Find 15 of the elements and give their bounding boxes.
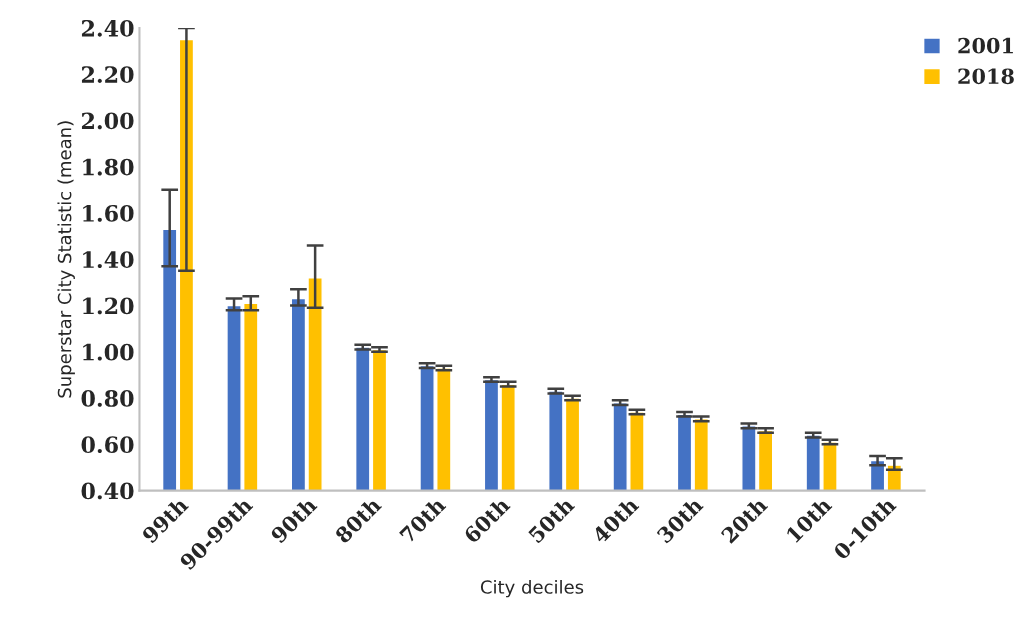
y-tick-label: 0.80 [81, 390, 134, 407]
legend-label: 2001 [958, 37, 1013, 54]
y-axis-title: Superstar City Statistic (mean) [57, 121, 75, 398]
y-tick-label: 2.00 [81, 112, 134, 130]
x-axis-title: City deciles [480, 579, 584, 598]
legend-label: 2018 [958, 68, 1014, 85]
y-tick-label: 0.40 [81, 482, 134, 500]
y-tick-label: 0.60 [81, 436, 134, 454]
y-tick-label: 1.80 [83, 158, 134, 176]
y-tick-label: 1.00 [83, 343, 134, 361]
y-tick-label: 2.40 [81, 19, 134, 37]
y-tick-label: 1.40 [83, 251, 134, 269]
y-tick-label: 1.20 [83, 297, 134, 315]
y-tick-label: 2.20 [81, 66, 134, 83]
y-tick-label: 1.60 [83, 204, 134, 222]
